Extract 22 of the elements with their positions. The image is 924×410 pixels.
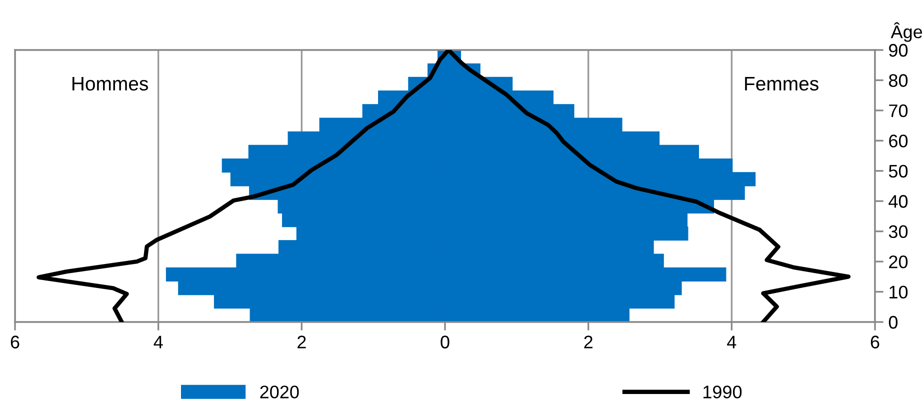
- legend-label: 2020: [260, 386, 299, 398]
- x-tick-label: 0: [440, 336, 450, 348]
- y-tick-label: 30: [888, 225, 908, 238]
- y-tick-label: 50: [888, 164, 908, 178]
- y-tick-label: 80: [888, 74, 908, 87]
- x-tick-label: 2: [584, 336, 592, 348]
- x-tick-label: 4: [154, 336, 163, 348]
- x-tick-label: 6: [10, 336, 20, 348]
- y-tick-label: 70: [889, 104, 908, 118]
- x-tick-label: 4: [727, 336, 736, 348]
- x-tick-label: 2: [298, 336, 306, 348]
- y-tick-label: 90: [889, 44, 908, 57]
- y-tick-label: 60: [889, 134, 908, 148]
- y-tick-label: 0: [888, 316, 898, 329]
- y-tick-label: 10: [890, 286, 908, 298]
- annotation: Hommes: [72, 77, 148, 91]
- legend-label: 1990: [704, 386, 742, 398]
- y-axis-title: Âge: [890, 22, 922, 42]
- y-tick-label: 20: [889, 255, 908, 268]
- annotation: Femmes: [745, 77, 818, 91]
- x-tick-label: 6: [870, 336, 880, 348]
- y-tick-label: 40: [888, 195, 908, 208]
